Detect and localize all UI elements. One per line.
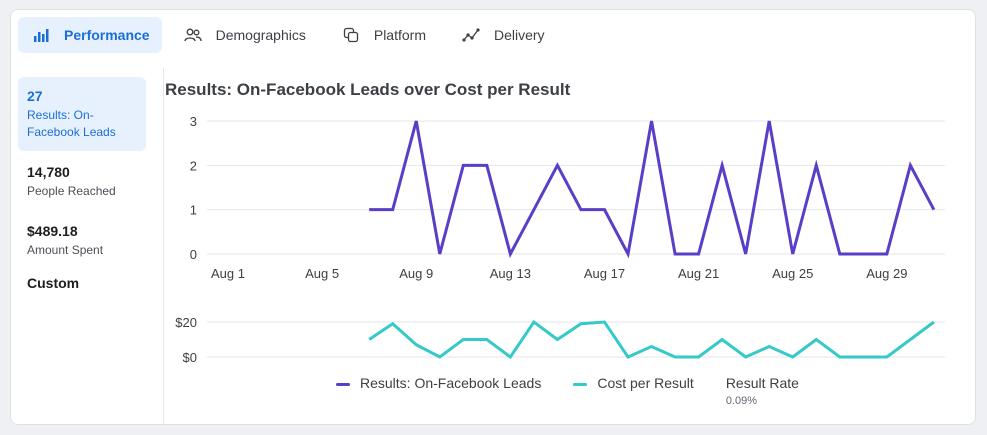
tab-demographics-label: Demographics [215,27,306,43]
legend-cost-swatch [573,383,588,386]
metric-people-reached[interactable]: 14,780 People Reached [18,153,146,210]
cost-series-line [368,319,935,360]
result-rate: Result Rate 0.09% [726,375,799,407]
legend-cost-label: Cost per Result [597,375,694,391]
trend-line-icon [462,26,480,44]
y-tick-label: 2 [190,158,197,173]
y-tick-label: 3 [190,114,197,129]
metric-value: $489.18 [27,223,78,239]
x-tick-label: Aug 29 [866,266,907,281]
legend-leads-label: Results: On-Facebook Leads [360,375,542,391]
metric-label: Amount Spent [27,243,104,257]
people-icon [183,26,202,44]
x-tick-label: Aug 17 [584,266,625,281]
tab-bar: Performance Demographics Platform Delive… [18,17,567,53]
x-tick-label: Aug 9 [399,266,433,281]
result-rate-value: 0.09% [725,395,758,407]
bar-chart-icon [32,26,50,44]
legend-leads-swatch [336,383,350,386]
tab-delivery-label: Delivery [493,27,545,43]
metrics-sidebar: 27 Results: On-Facebook Leads 14,780 Peo… [18,77,146,295]
chart-legend: Results: On-Facebook Leads Cost per Resu… [336,375,831,407]
leads-series-line [369,120,936,259]
tab-platform[interactable]: Platform [328,17,440,53]
tab-delivery[interactable]: Delivery [448,17,559,53]
x-tick-label: Aug 25 [772,266,813,281]
y-tick-label: 1 [190,203,197,218]
tab-platform-label: Platform [373,27,426,43]
legend-cost[interactable]: Cost per Result [573,375,694,407]
legend-leads[interactable]: Results: On-Facebook Leads [336,375,541,407]
metric-value: 14,780 [27,164,70,180]
stacked-squares-icon [342,26,360,44]
y-tick-label: 0 [190,247,197,262]
x-tick-label: Aug 5 [305,266,339,281]
chart-title: Results: On-Facebook Leads over Cost per… [165,80,571,99]
x-tick-label: Aug 1 [211,266,245,281]
x-tick-label: Aug 21 [678,266,719,281]
custom-metric-button[interactable]: Custom [27,275,80,291]
tab-performance[interactable]: Performance [18,17,162,53]
tab-performance-label: Performance [64,27,150,43]
y-tick-label: $0 [183,350,197,365]
performance-chart: 0 1 2 3 Aug 1 Aug 5 Aug 9 Aug 13 Aug 17 Aug 21 Aug… [175,114,945,365]
x-tick-label: Aug 13 [490,266,531,281]
sidebar-divider [163,68,164,424]
metric-amount-spent[interactable]: $489.18 Amount Spent [18,212,146,269]
metric-leads[interactable]: 27 Results: On-Facebook Leads [18,77,146,151]
metric-value: 27 [27,88,43,104]
metric-label: Results: On-Facebook Leads [27,108,116,139]
insights-card: Performance Demographics Platform Delive… [10,9,976,425]
tab-demographics[interactable]: Demographics [170,17,320,53]
metric-label: People Reached [27,184,116,198]
y-tick-label: $20 [175,315,197,330]
result-rate-label: Result Rate [725,375,799,391]
